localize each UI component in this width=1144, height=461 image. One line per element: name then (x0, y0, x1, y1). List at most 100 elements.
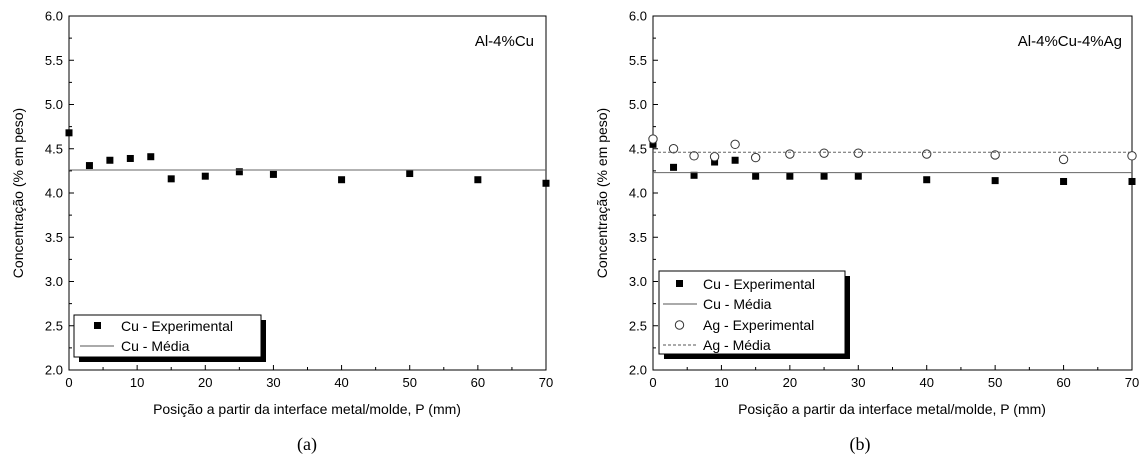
x-axis-title: Posição a partir da interface metal/mold… (153, 401, 461, 417)
x-tick-label: 60 (471, 375, 485, 390)
data-point-square (65, 129, 73, 137)
x-tick-label: 30 (851, 375, 865, 390)
x-tick-label: 50 (988, 375, 1002, 390)
data-point-square (269, 170, 277, 178)
y-tick-label: 5.5 (45, 53, 63, 68)
y-tick-label: 4.5 (45, 141, 63, 156)
y-tick-label: 5.5 (629, 53, 647, 68)
data-point-square (1128, 177, 1136, 185)
data-point-square (167, 175, 175, 183)
data-point-square (711, 158, 719, 166)
data-point-square (147, 153, 155, 161)
y-tick-label: 3.5 (629, 230, 647, 245)
axis-ticks: 0 10 20 30 40 50 60 70 2.0 2.5 3.0 3.5 4.0 4.5 5.0 5.5 6… (629, 9, 1139, 391)
x-tick-label: 20 (783, 375, 797, 390)
legend-label: Ag - Experimental (703, 317, 814, 333)
panel-caption: (b) (850, 434, 871, 455)
data-point-circle (709, 152, 720, 162)
data-point-square (1060, 177, 1068, 185)
x-tick-label: 70 (539, 375, 553, 390)
data-point-square (820, 172, 828, 180)
y-tick-label: 3.0 (45, 274, 63, 289)
alloy-annotation: Al-4%Cu-4%Ag (1018, 33, 1122, 50)
data-point-circle (1058, 154, 1069, 165)
y-tick-label: 6.0 (45, 9, 63, 24)
x-axis-title: Posição a partir da interface metal/mold… (738, 401, 1046, 417)
data-point-circle (819, 148, 829, 158)
data-point-circle (1127, 151, 1137, 161)
axis-ticks: 0 10 20 30 40 50 60 70 2.0 2.5 3.0 3.5 4.0 4.5 5.0 5.5 6… (45, 9, 553, 391)
legend: Cu - Experimental Cu - Média Ag - Experi… (658, 270, 850, 359)
data-point-square (338, 176, 346, 184)
legend-box (658, 270, 846, 355)
data-point-square (752, 172, 760, 180)
y-axis-title: Concentração (% em peso) (10, 108, 26, 278)
y-tick-label: 5.0 (629, 97, 647, 112)
legend-label: Cu - Média (703, 296, 772, 312)
x-tick-label: 0 (649, 375, 656, 390)
data-point-square (991, 177, 999, 185)
panel-caption: (a) (297, 434, 317, 455)
legend-marker-square (676, 280, 683, 287)
legend-box (73, 314, 262, 358)
y-tick-label: 3.5 (45, 230, 63, 245)
x-tick-label: 40 (919, 375, 933, 390)
legend-label: Cu - Experimental (703, 276, 815, 292)
y-axis-title: Concentração (% em peso) (594, 108, 610, 278)
data-point-square (542, 179, 550, 187)
data-point-square (406, 170, 414, 178)
data-point-square (854, 172, 862, 180)
data-point-circle (990, 150, 1000, 160)
x-tick-label: 70 (1125, 375, 1139, 390)
legend: Cu - Experimental Cu - Média (73, 314, 266, 362)
data-marks (648, 134, 1137, 185)
y-tick-label: 4.5 (629, 141, 647, 156)
x-tick-label: 60 (1056, 375, 1070, 390)
y-tick-label: 3.0 (629, 274, 647, 289)
chart-panel-a: 0 10 20 30 40 50 60 70 2.0 2.5 3.0 3.5 4.0 4.5 5.0 5.5 6… (10, 9, 553, 456)
data-point-square (126, 154, 134, 162)
data-point-square (201, 172, 209, 180)
y-tick-label: 2.5 (629, 318, 647, 333)
data-point-square (731, 156, 739, 164)
legend-marker-circle (674, 320, 685, 330)
x-tick-label: 50 (402, 375, 416, 390)
legend-label: Ag - Média (703, 337, 771, 353)
data-point-square (690, 171, 698, 179)
data-point-circle (730, 139, 740, 150)
y-tick-label: 2.0 (45, 363, 63, 378)
data-point-circle (853, 148, 863, 158)
legend-label: Cu - Experimental (121, 318, 233, 334)
data-point-square (923, 176, 931, 184)
data-point-square (85, 162, 93, 170)
y-tick-label: 4.0 (629, 186, 647, 201)
x-tick-label: 0 (65, 375, 72, 390)
data-point-circle (750, 152, 761, 163)
legend-label: Cu - Média (121, 338, 190, 354)
y-tick-label: 5.0 (45, 97, 63, 112)
alloy-annotation: Al-4%Cu (475, 33, 534, 50)
y-tick-label: 2.5 (45, 318, 63, 333)
data-point-circle (785, 149, 795, 159)
data-marks (65, 129, 550, 187)
x-tick-label: 20 (198, 375, 212, 390)
y-tick-label: 4.0 (45, 186, 63, 201)
y-tick-label: 6.0 (629, 9, 647, 24)
x-tick-label: 10 (714, 375, 728, 390)
x-tick-label: 40 (334, 375, 348, 390)
legend-marker-square (94, 322, 101, 329)
data-point-square (474, 176, 482, 184)
data-point-square (786, 172, 794, 180)
x-tick-label: 10 (130, 375, 144, 390)
data-point-square (649, 140, 657, 148)
data-point-square (106, 156, 114, 164)
data-point-circle (922, 149, 932, 159)
data-point-circle (689, 151, 699, 161)
data-point-square (235, 168, 243, 176)
data-point-circle (668, 144, 679, 154)
x-tick-label: 30 (266, 375, 280, 390)
y-tick-label: 2.0 (629, 363, 647, 378)
chart-panel-b: 0 10 20 30 40 50 60 70 2.0 2.5 3.0 3.5 4.0 4.5 5.0 5.5 6… (594, 9, 1139, 456)
data-point-square (670, 163, 678, 171)
